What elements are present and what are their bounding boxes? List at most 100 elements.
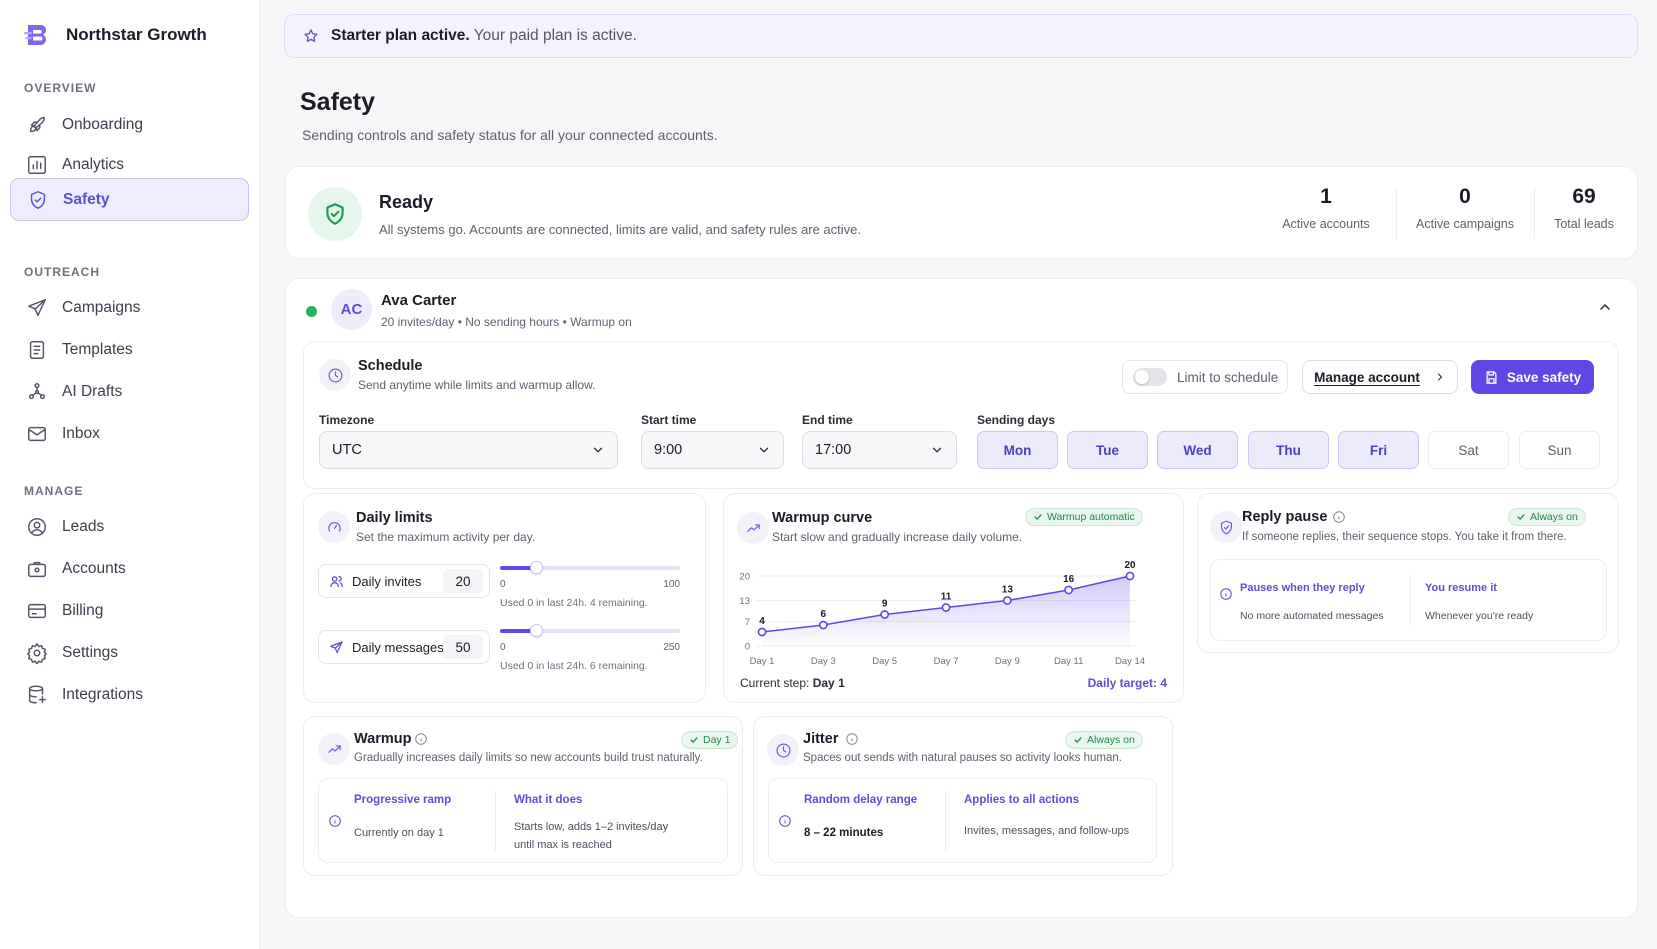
status-dot [306,306,317,317]
divider [1396,187,1397,239]
sidebar-item-leads[interactable]: Leads [10,505,249,548]
day-sun[interactable]: Sun [1519,431,1600,469]
sidebar: Northstar Growth OVERVIEW Onboarding Ana… [0,0,260,949]
data-label: 6 [821,609,827,620]
chevron-up-icon [1600,303,1610,310]
daily-invites-value[interactable]: 20 [443,569,483,593]
manage-account-button[interactable]: Manage account [1302,360,1458,394]
sidebar-item-label: Accounts [62,559,126,577]
sidebar-item-label: Leads [62,517,105,535]
avatar: AC [331,289,372,330]
sidebar-item-onboarding[interactable]: Onboarding [10,103,249,146]
info-icon[interactable] [414,732,428,746]
info-icon [329,815,341,827]
stat-label: Active campaigns [1416,217,1514,231]
check-icon [1517,514,1525,520]
x-tick-label: Day 5 [872,656,897,667]
limit-to-schedule-toggle[interactable]: Limit to schedule [1122,360,1288,394]
daily-invites-slider[interactable] [500,561,680,574]
slider-handle[interactable] [530,624,543,637]
badge-label: Day 1 [703,734,731,746]
brand[interactable]: Northstar Growth [24,22,207,48]
sidebar-item-analytics[interactable]: Analytics [10,143,249,186]
sidebar-item-accounts[interactable]: Accounts [10,547,249,590]
slider-max: 250 [663,642,680,653]
send-icon [330,640,343,653]
sending-days-label: Sending days [977,413,1056,427]
sidebar-item-billing[interactable]: Billing [10,589,249,632]
data-point [1002,596,1012,605]
daily-messages-slider[interactable] [500,624,680,637]
database-icon [28,685,46,704]
users-icon [330,575,343,587]
section-label-overview: OVERVIEW [24,81,97,95]
timezone-select[interactable]: UTC [319,431,618,469]
chevron-down-icon [759,447,769,453]
info-icon [779,815,791,827]
daily-messages-usage: Used 0 in last 24h. 6 remaining. [500,660,648,672]
sidebar-item-label: Templates [62,340,133,358]
sidebar-item-ai-drafts[interactable]: AI Drafts [10,370,249,413]
data-point [1125,571,1135,581]
jitter-details: Random delay range 8 – 22 minutes Applie… [768,778,1157,863]
data-label: 11 [941,592,952,603]
sidebar-item-inbox[interactable]: Inbox [10,412,249,455]
stat-label: Total leads [1554,217,1614,231]
x-tick-label: Day 7 [934,656,959,667]
day-fri[interactable]: Fri [1338,431,1419,469]
info-icon[interactable] [1332,510,1346,524]
data-point [941,603,951,612]
sidebar-item-label: Inbox [62,424,100,442]
stat-label: Active accounts [1282,217,1370,231]
detail-text: Whenever you're ready [1425,610,1534,622]
status-description: All systems go. Accounts are connected, … [379,222,861,237]
slider-fill [500,566,536,570]
schedule-panel: Schedule Send anytime while limits and w… [303,341,1619,489]
data-point [818,620,828,630]
bar-chart-icon [28,155,46,174]
sidebar-item-settings[interactable]: Settings [10,631,249,674]
day-thu[interactable]: Thu [1248,431,1329,469]
info-icon[interactable] [845,732,859,746]
slider-handle[interactable] [530,561,543,574]
day-tue[interactable]: Tue [1067,431,1148,469]
toggle-switch[interactable] [1133,368,1167,386]
start-time-label: Start time [641,413,697,427]
x-tick-label: Day 9 [995,656,1020,667]
check-icon [1074,737,1082,743]
day-sat[interactable]: Sat [1428,431,1509,469]
user-circle-icon [28,517,46,536]
daily-invites-field[interactable]: Daily invites 20 [318,564,490,598]
sidebar-item-label: Integrations [62,685,143,703]
sidebar-item-campaigns[interactable]: Campaigns [10,286,249,329]
brand-name: Northstar Growth [66,25,207,44]
rocket-icon [29,116,46,132]
save-safety-button[interactable]: Save safety [1471,360,1594,394]
data-label: 20 [1124,560,1136,571]
start-time-select[interactable]: 9:00 [641,431,784,469]
end-time-select[interactable]: 17:00 [802,431,957,469]
brand-logo-icon [24,24,47,45]
day-wed[interactable]: Wed [1157,431,1238,469]
slider-min: 0 [500,579,506,590]
sidebar-item-templates[interactable]: Templates [10,328,249,371]
stat-total-leads: 69 Total leads [1544,185,1624,231]
sidebar-item-integrations[interactable]: Integrations [10,673,249,716]
end-time-label: End time [802,413,853,427]
collapse-button[interactable] [1597,299,1613,320]
daily-messages-value[interactable]: 50 [443,635,483,659]
y-tick-label: 7 [745,617,750,628]
divider [1534,187,1535,239]
daily-messages-field[interactable]: Daily messages 50 [318,630,490,664]
data-label: 4 [759,616,765,627]
sidebar-item-safety[interactable]: Safety [10,178,249,221]
daily-limits-subtitle: Set the maximum activity per day. [356,530,536,544]
day-mon[interactable]: Mon [977,431,1058,469]
daily-messages-label: Daily messages [352,639,444,655]
daily-invites-label: Daily invites [352,573,422,589]
current-step-value: Day 1 [812,676,845,690]
reply-pause-panel: Reply pause Always on If someone replies… [1197,493,1619,653]
send-icon [28,298,46,316]
stat-value: 0 [1459,185,1471,208]
document-icon [29,340,45,359]
